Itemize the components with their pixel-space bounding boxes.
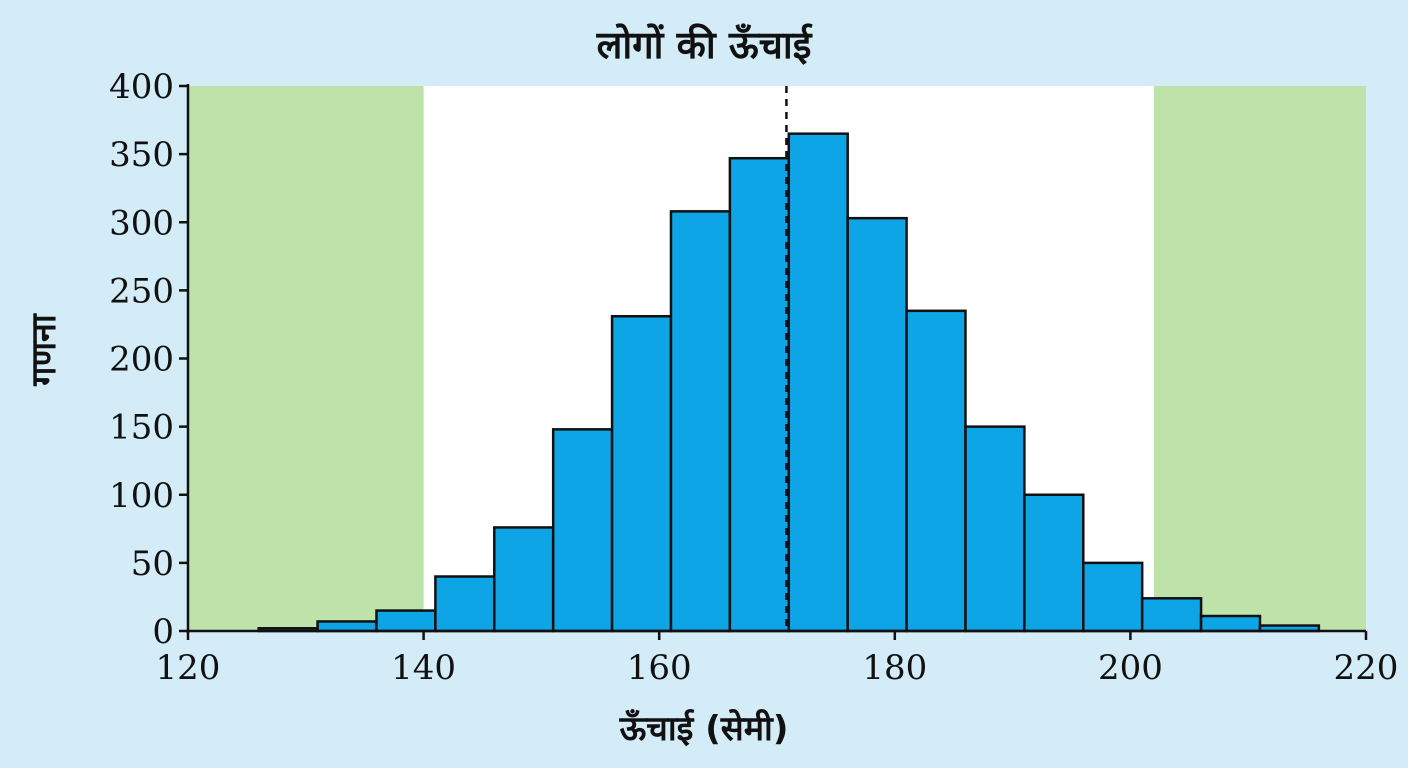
histogram-bars: [257, 132, 1321, 633]
histogram-bar-16: [1199, 614, 1262, 633]
y-tick-label-300: 300: [109, 203, 174, 243]
histogram-bar-11: [905, 309, 967, 633]
tick-labels: 0 50 100 150 200 250 300 350 400 120 140 160 180 200 2…: [109, 67, 1398, 688]
histogram-bar-3: [434, 575, 496, 633]
y-tick-label-150: 150: [109, 408, 174, 448]
y-tick-label-0: 0: [152, 612, 174, 652]
x-tick-label-220: 220: [1334, 648, 1399, 688]
y-tick-label-200: 200: [109, 340, 174, 380]
x-tick-label-200: 200: [1098, 648, 1163, 688]
y-tick-label-400: 400: [109, 67, 174, 107]
histogram-bar-15: [1140, 597, 1203, 633]
histogram-bar-4: [493, 526, 555, 633]
y-axis-label: गणना: [24, 314, 64, 386]
shaded-region-0: [188, 86, 424, 631]
histogram-bar-9: [787, 132, 849, 633]
y-tick-label-250: 250: [109, 271, 174, 311]
histogram-bar-14: [1082, 561, 1144, 633]
chart-title: लोगों की ऊँचाई: [596, 23, 812, 67]
histogram-bar-7: [669, 210, 732, 633]
y-tick-label-100: 100: [109, 476, 174, 516]
histogram-bar-6: [610, 315, 673, 633]
x-tick-label-120: 120: [156, 648, 221, 688]
histogram-bar-2: [375, 609, 437, 633]
histogram-bar-12: [964, 425, 1026, 633]
axes: [179, 84, 1368, 640]
x-axis-label: ऊँचाई (सेमी): [619, 709, 789, 749]
shaded-region-1: [1153, 86, 1366, 631]
histogram-bar-8: [728, 156, 791, 633]
histogram-bar-1: [316, 620, 378, 633]
histogram-bar-13: [1023, 493, 1085, 633]
y-tick-label-350: 350: [109, 135, 174, 175]
x-tick-label-160: 160: [627, 648, 692, 688]
y-tick-label-50: 50: [131, 544, 174, 584]
x-tick-label-180: 180: [862, 648, 927, 688]
histogram-bar-5: [551, 428, 614, 633]
x-tick-label-140: 140: [391, 648, 456, 688]
histogram-bar-10: [846, 216, 908, 633]
